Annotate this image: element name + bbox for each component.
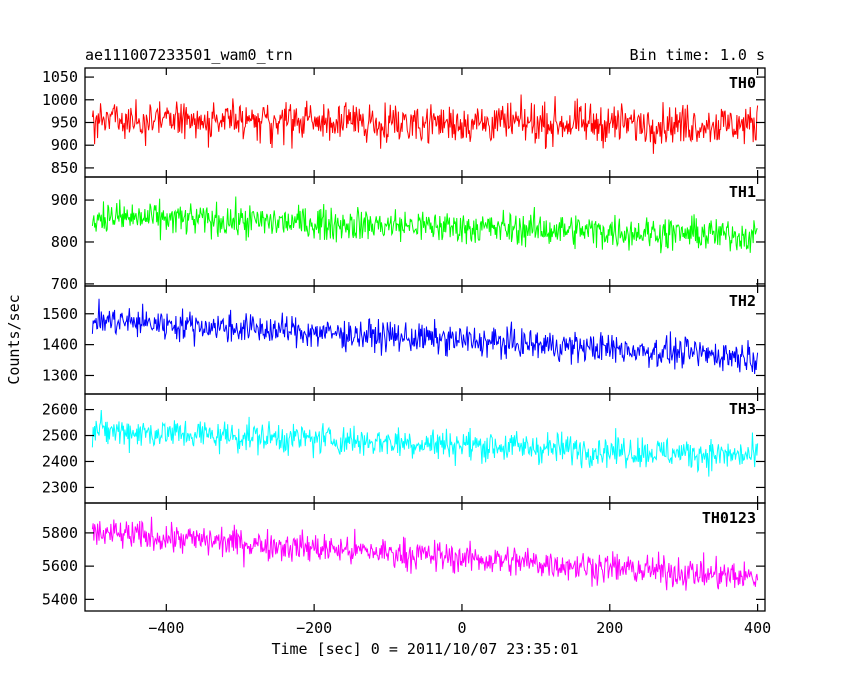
- y-tick-label: 5400: [42, 590, 78, 608]
- series-line-th0123: [91, 516, 759, 591]
- series-line-th0: [91, 94, 759, 154]
- y-tick-label: 2500: [42, 427, 78, 445]
- y-tick-label: 900: [51, 191, 78, 209]
- y-tick-label: 5600: [42, 557, 78, 575]
- series-line-th3: [91, 410, 759, 477]
- panel-label-th0: TH0: [729, 74, 756, 92]
- x-tick-label: 400: [744, 619, 771, 637]
- panel-frame: [84, 502, 766, 612]
- y-tick-label: 1300: [42, 366, 78, 384]
- panel-label-th1: TH1: [729, 183, 756, 201]
- panel-label-th3: TH3: [729, 400, 756, 418]
- x-tick-label: −200: [296, 619, 332, 637]
- panel-label-th0123: TH0123: [702, 509, 756, 527]
- panel-th2: 1300 1400 1500 TH2: [42, 285, 766, 395]
- y-tick-label: 1500: [42, 305, 78, 323]
- panel-th1: 700 800 900 TH1: [51, 176, 766, 293]
- y-tick-label: 1000: [42, 91, 78, 109]
- series-line-th2: [91, 298, 759, 374]
- y-tick-label: 800: [51, 233, 78, 251]
- y-tick-label: 2600: [42, 401, 78, 419]
- y-tick-label: 1050: [42, 68, 78, 86]
- y-tick-label: 1400: [42, 336, 78, 354]
- y-tick-label: 2300: [42, 478, 78, 496]
- y-tick-label: 2400: [42, 452, 78, 470]
- x-tick-label: −400: [148, 619, 184, 637]
- y-tick-label: 950: [51, 114, 78, 132]
- panel-th0123: 5400 5600 5800 TH0123: [42, 502, 766, 612]
- panel-label-th2: TH2: [729, 292, 756, 310]
- series-line-th1: [91, 196, 758, 254]
- bin-time-label: Bin time: 1.0 s: [629, 46, 765, 64]
- y-tick-label: 850: [51, 159, 78, 177]
- y-axis-title: Counts/sec: [5, 294, 23, 384]
- y-tick-label: 5800: [42, 524, 78, 542]
- x-axis-title: Time [sec] 0 = 2011/10/07 23:35:01: [271, 640, 578, 658]
- x-tick-label: 200: [596, 619, 623, 637]
- y-tick-label: 900: [51, 136, 78, 154]
- observation-id-title: ae111007233501_wam0_trn: [85, 46, 293, 64]
- x-tick-label: 0: [457, 619, 466, 637]
- y-tick-label: 700: [51, 275, 78, 293]
- panel-th3: 2300 2400 2500 2600 TH3: [42, 393, 766, 504]
- panel-th0: 850 900 950 1000 1050 TH0: [42, 67, 766, 178]
